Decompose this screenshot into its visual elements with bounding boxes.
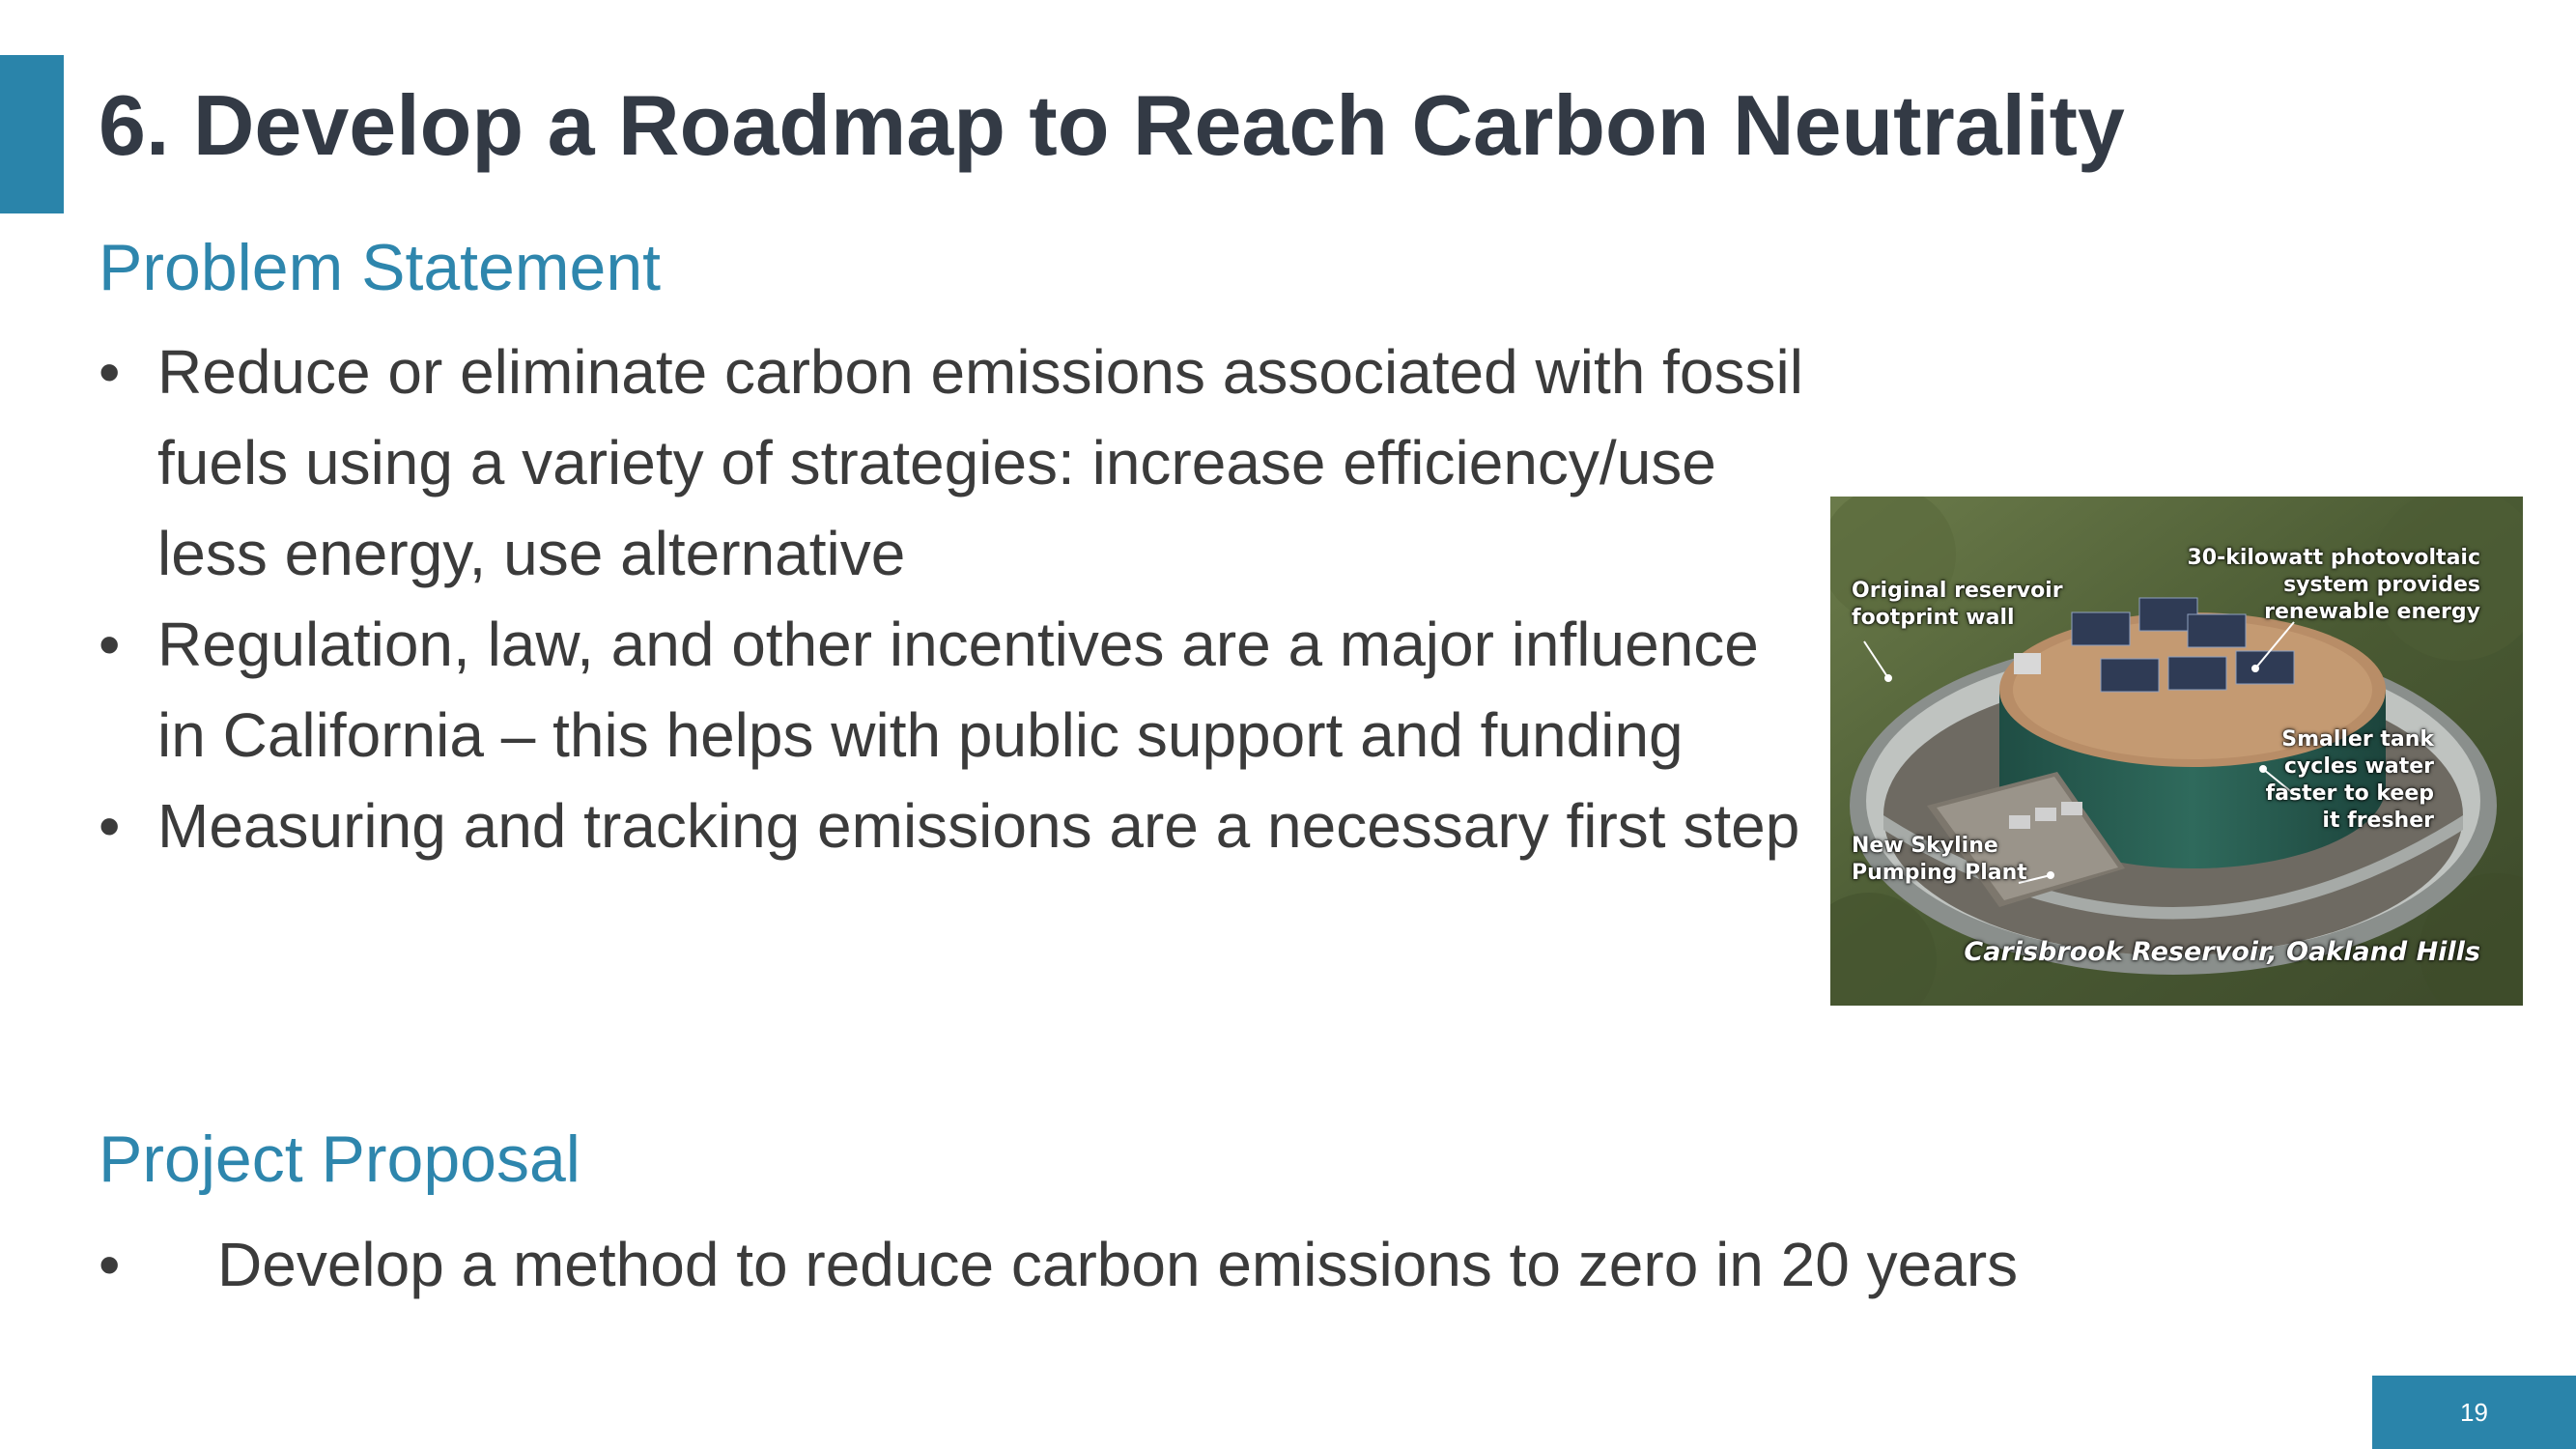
bullet-text: Reduce or eliminate carbon emissions ass… <box>157 337 1803 588</box>
slide-title: 6. Develop a Roadmap to Reach Carbon Neu… <box>99 77 2125 173</box>
reservoir-illustration <box>1830 497 2523 1006</box>
list-item: • Regulation, law, and other incentives … <box>99 599 1818 781</box>
bullet-icon: • <box>99 791 121 861</box>
page-number: 19 <box>2372 1376 2576 1449</box>
proposal-bullet-list: • Develop a method to reduce carbon emis… <box>99 1219 2320 1310</box>
photovoltaic-label: 30-kilowatt photovoltaic system provides… <box>2187 546 2480 624</box>
page-number-text: 19 <box>2460 1397 2488 1427</box>
bullet-text: Develop a method to reduce carbon emissi… <box>217 1230 2019 1299</box>
bullet-icon: • <box>99 610 121 679</box>
bullet-icon: • <box>99 1230 121 1299</box>
list-item: • Measuring and tracking emissions are a… <box>99 781 1818 871</box>
list-item: • Reduce or eliminate carbon emissions a… <box>99 327 1818 599</box>
problem-statement-heading: Problem Statement <box>99 231 662 304</box>
problem-bullet-list: • Reduce or eliminate carbon emissions a… <box>99 327 1818 871</box>
list-item: • Develop a method to reduce carbon emis… <box>99 1219 2320 1310</box>
photo-caption: Carisbrook Reservoir, Oakland Hills <box>1964 937 2480 967</box>
reservoir-photo: Original reservoir footprint wall 30-kil… <box>1830 497 2523 1006</box>
title-accent-bar <box>0 55 64 213</box>
bullet-icon: • <box>99 337 121 407</box>
smaller-tank-label: Smaller tank cycles water faster to keep… <box>2265 727 2434 833</box>
project-proposal-heading: Project Proposal <box>99 1122 580 1196</box>
bullet-text: Measuring and tracking emissions are a n… <box>157 791 1800 861</box>
pumping-plant-label: New Skyline Pumping Plant <box>1852 834 2027 885</box>
footprint-wall-label: Original reservoir footprint wall <box>1852 579 2063 630</box>
bullet-text: Regulation, law, and other incentives ar… <box>157 610 1759 770</box>
